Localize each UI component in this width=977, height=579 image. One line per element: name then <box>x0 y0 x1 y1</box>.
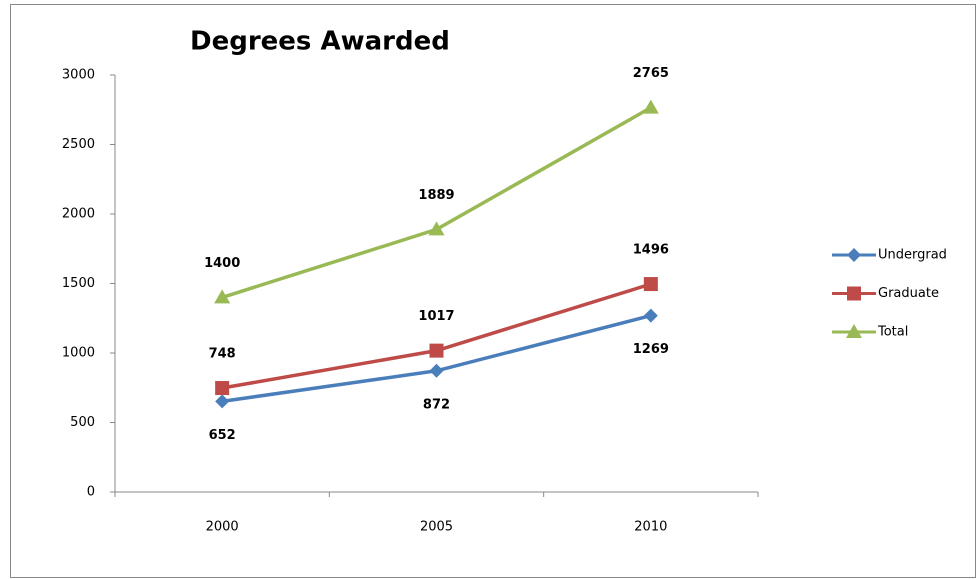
data-label: 652 <box>209 428 236 443</box>
x-tick-label: 2005 <box>420 520 453 535</box>
x-tick-label: 2000 <box>206 520 239 535</box>
y-tick-label: 2500 <box>62 137 95 152</box>
legend-marker <box>847 286 861 301</box>
data-label: 2765 <box>633 66 669 81</box>
y-tick-label: 0 <box>87 485 95 500</box>
data-label: 1496 <box>633 243 669 258</box>
chart-border <box>10 4 976 578</box>
x-tick-label: 2010 <box>634 520 667 535</box>
y-tick-label: 1000 <box>62 346 95 361</box>
point <box>429 343 444 358</box>
y-tick-label: 2000 <box>62 207 95 222</box>
data-label: 1889 <box>418 188 454 203</box>
y-tick-label: 3000 <box>62 68 95 83</box>
legend-label: Total <box>877 325 908 340</box>
y-tick-label: 500 <box>70 415 95 430</box>
data-label: 748 <box>209 347 236 362</box>
point <box>215 381 230 396</box>
data-label: 1400 <box>204 256 240 271</box>
legend-label: Undergrad <box>878 248 947 263</box>
chart-title: Degrees Awarded <box>190 27 450 57</box>
point <box>643 308 658 323</box>
point <box>428 221 445 236</box>
point <box>215 394 230 409</box>
legend-label: Graduate <box>878 286 939 301</box>
point <box>642 99 659 114</box>
legend-marker <box>847 248 861 262</box>
point <box>214 289 231 304</box>
data-label: 1017 <box>418 309 454 324</box>
data-label: 1269 <box>633 342 669 357</box>
y-tick-label: 1500 <box>62 276 95 291</box>
legend-marker <box>846 324 862 338</box>
data-label: 872 <box>423 397 450 412</box>
point <box>643 277 658 292</box>
point <box>429 363 444 378</box>
